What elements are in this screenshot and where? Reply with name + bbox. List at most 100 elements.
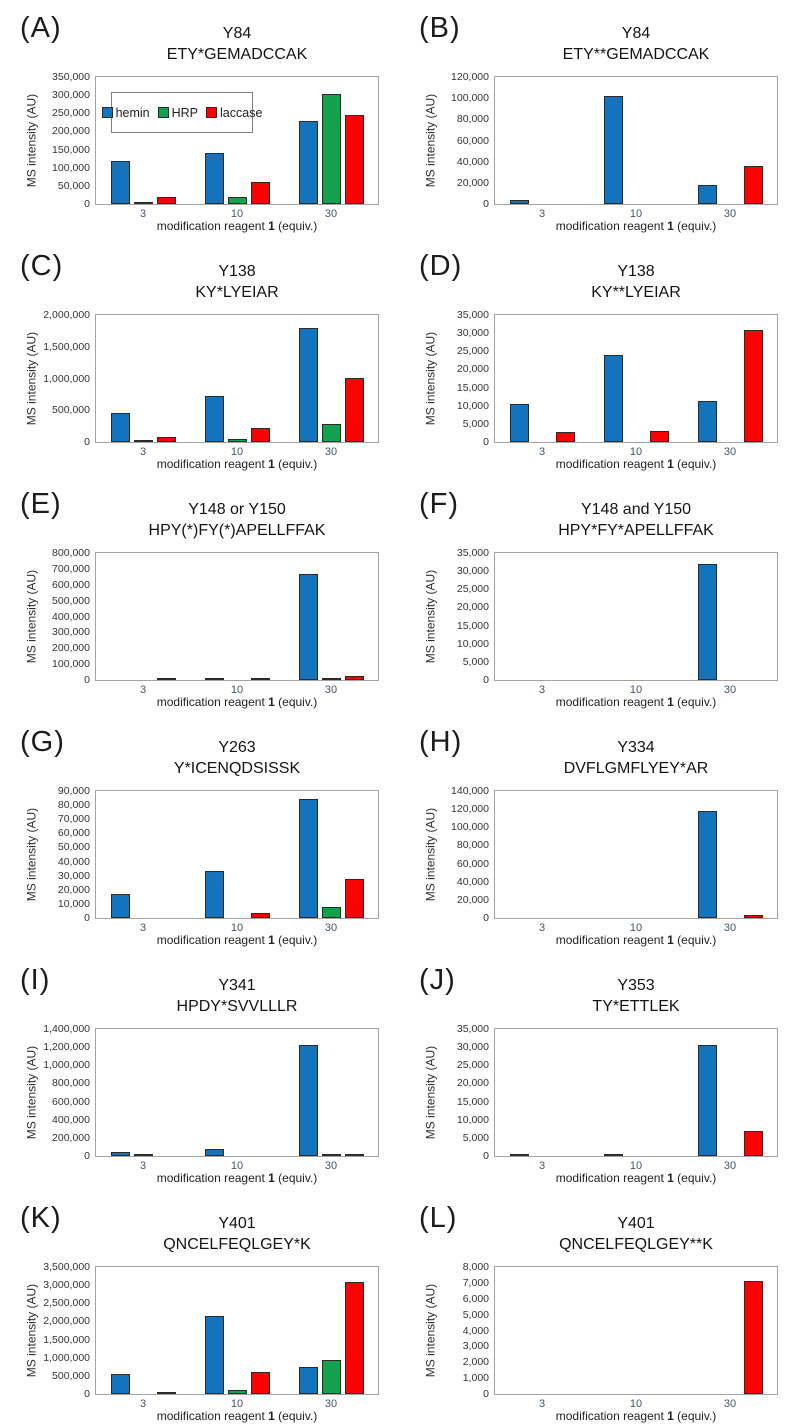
x-axis-title-pre: modification reagent [555,457,668,471]
y-tick-label: 300,000 [52,89,90,102]
x-tick-label: 3 [139,922,147,934]
x-tick-label: 10 [629,1160,643,1172]
title-residue: Y263 [218,739,256,756]
y-tick-label: 1,200,000 [43,1041,90,1054]
x-tick-label: 3 [538,446,546,458]
x-axis-title: modification reagent 1 (equiv.) [494,933,778,947]
panel-letter: (H) [419,726,463,758]
bar-laccase-10equiv [649,431,669,442]
y-tick-label: 20,000 [456,1077,489,1090]
title-peptide: ETY**GEMADCCAK [562,46,710,63]
bar-laccase-3equiv [156,437,176,442]
x-axis-title-post: (equiv.) [673,219,717,233]
x-axis-title-post: (equiv.) [673,695,717,709]
bar-hemin-3equiv [509,1154,529,1156]
y-tick-label: 35,000 [456,309,489,321]
bar-hemin-10equiv [204,678,224,680]
chart-title: Y353 TY*ETTLEK [484,976,788,1018]
bar-hemin-10equiv [204,1149,224,1156]
bar-laccase-30equiv [344,1282,364,1394]
title-residue: Y138 [218,263,256,280]
plot-area [95,1266,379,1395]
x-tick-label: 10 [230,446,244,458]
y-tick-label: 100,000 [52,161,90,174]
x-tick-label: 10 [629,208,643,220]
x-tick-label: 10 [629,446,643,458]
y-tick-label: 80,000 [456,839,489,852]
y-tick-label: 5,000 [462,1308,489,1321]
title-residue: Y353 [617,977,655,994]
chart-panel-J: (J) Y353 TY*ETTLEK MS intensity (AU) 0 5,000 1… [399,952,798,1190]
x-axis-title-pre: modification reagent [156,933,269,947]
y-tick-label: 30,000 [456,565,489,578]
bar-hemin-30equiv [697,1045,717,1156]
y-tick-label: 500,000 [52,594,90,607]
panel-letter: (K) [20,1202,62,1234]
y-tick-label: 2,500,000 [43,1297,90,1310]
y-tick-label: 1,000,000 [43,1351,90,1364]
x-axis-title-pre: modification reagent [555,1409,668,1423]
x-tick-label: 10 [230,1160,244,1172]
legend-swatch-HRP [157,107,169,118]
y-tick-label: 50,000 [57,179,90,192]
chart-panel-G: (G) Y263 Y*ICENQDSISSK MS intensity (AU) 0 10… [0,714,399,952]
bar-HRP-30equiv [321,678,341,680]
x-tick-label: 30 [324,208,338,220]
bar-hemin-30equiv [697,401,717,442]
x-axis-title-pre: modification reagent [156,457,269,471]
title-peptide: TY*ETTLEK [592,998,680,1015]
y-tick-label: 0 [84,436,90,448]
y-tick-label: 20,000 [456,363,489,376]
y-tick-label: 4,000 [462,1324,489,1337]
x-tick-label: 30 [324,1160,338,1172]
bar-hemin-3equiv [110,1374,130,1394]
y-tick-label: 200,000 [52,1131,90,1144]
bar-hemin-30equiv [298,799,318,918]
title-residue: Y401 [218,1215,256,1232]
bar-HRP-3equiv [133,1154,153,1156]
bar-hemin-3equiv [509,200,529,204]
bar-laccase-3equiv [156,197,176,204]
plot-area [494,1266,778,1395]
bar-hemin-3equiv [110,1152,130,1156]
bar-HRP-10equiv [227,1390,247,1394]
title-peptide: HPDY*SVVLLLR [176,998,298,1015]
bar-hemin-3equiv [110,161,130,204]
x-axis-title-pre: modification reagent [555,219,668,233]
y-tick-label: 350,000 [52,71,90,83]
y-tick-label: 200,000 [52,642,90,655]
x-tick-label: 10 [230,208,244,220]
y-tick-label: 0 [483,1388,489,1400]
y-tick-label: 40,000 [57,855,90,868]
bar-hemin-10equiv [204,871,224,918]
panel-letter: (B) [419,12,461,44]
bar-laccase-30equiv [743,1281,763,1394]
bar-hemin-10equiv [204,1316,224,1394]
x-tick-label: 10 [629,684,643,696]
x-axis-title-post: (equiv.) [274,695,318,709]
x-axis-title: modification reagent 1 (equiv.) [494,457,778,471]
y-tick-label: 1,000 [462,1372,489,1385]
chart-panel-H: (H) Y334 DVFLGMFLYEY*AR MS intensity (AU) 0 2… [399,714,798,952]
x-axis-title-pre: modification reagent [555,695,668,709]
x-axis-title-bold: 1 [667,457,674,471]
bar-laccase-30equiv [344,676,364,680]
plot-area [494,1028,778,1157]
y-tick-label: 0 [483,912,489,924]
y-tick-label: 30,000 [456,1041,489,1054]
title-peptide: HPY*FY*APELLFFAK [558,522,714,539]
bar-hemin-30equiv [298,121,318,204]
y-tick-label: 10,000 [57,897,90,910]
y-tick-label: 50,000 [57,841,90,854]
title-residue: Y148 and Y150 [580,501,692,518]
chart-title: Y138 KY*LYEIAR [85,262,389,304]
y-tick-label: 2,000 [462,1356,489,1369]
bar-laccase-10equiv [250,678,270,680]
title-peptide: KY**LYEIAR [591,284,681,301]
y-tick-label: 3,000,000 [43,1279,90,1292]
bar-hemin-10equiv [603,1154,623,1156]
bar-HRP-3equiv [133,440,153,442]
y-tick-label: 100,000 [451,821,489,834]
bar-laccase-10equiv [250,1372,270,1394]
x-tick-label: 3 [538,1160,546,1172]
